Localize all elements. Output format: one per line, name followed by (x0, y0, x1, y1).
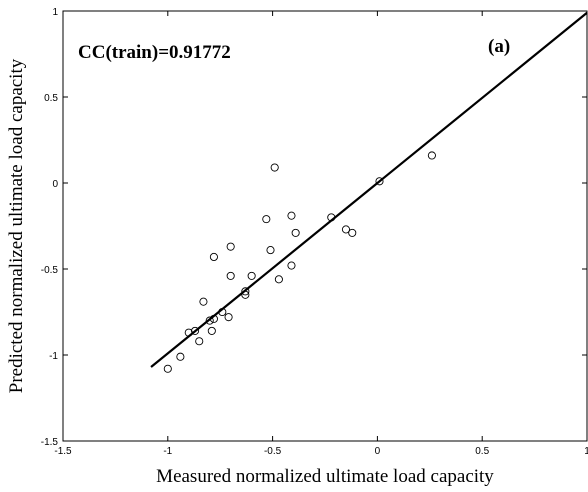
data-point (262, 215, 271, 224)
y-tick-label: 1 (52, 7, 58, 18)
data-point (287, 261, 296, 270)
y-axis-title: Predicted normalized ultimate load capac… (6, 58, 27, 393)
ticks-layer: -1.5 -1 -0.5 0 0.5 1 -1.5 -1 -0.5 0 0.5 1 (41, 7, 588, 457)
data-point (287, 211, 296, 220)
data-point (291, 228, 300, 237)
data-point (270, 163, 279, 172)
data-point (266, 246, 275, 255)
data-point (375, 177, 384, 186)
points-layer (163, 151, 436, 373)
y-tick-label: 0 (52, 179, 58, 190)
x-tick-label: 0.5 (475, 446, 489, 457)
y-tick-label: 0.5 (44, 93, 58, 104)
y-tick-label: -0.5 (41, 265, 59, 276)
data-point (274, 275, 283, 284)
correlation-annotation: CC(train)=0.91772 (78, 42, 231, 63)
data-point (218, 307, 227, 317)
x-tick-label: 0 (375, 446, 381, 457)
data-point (241, 290, 250, 299)
x-tick-label: 1 (584, 446, 588, 457)
y-tick-label: -1 (49, 351, 58, 362)
data-point (341, 225, 351, 234)
data-point (241, 287, 250, 296)
data-point (247, 271, 256, 280)
data-point (224, 313, 233, 322)
data-point (199, 297, 208, 306)
x-tick-label: -0.5 (264, 446, 282, 457)
data-point (327, 213, 336, 222)
data-point (190, 326, 200, 335)
x-tick-label: -1 (163, 446, 172, 457)
y-tick-label: -1.5 (41, 437, 59, 448)
data-point (209, 252, 218, 262)
data-point (205, 316, 214, 325)
data-point (209, 314, 218, 323)
x-axis-title: Measured normalized ultimate load capaci… (156, 466, 494, 487)
data-point (226, 271, 235, 280)
data-point (226, 242, 235, 251)
data-point (195, 337, 204, 346)
data-point (207, 326, 216, 335)
plot-area-frame (62, 10, 588, 442)
fit-line (150, 11, 588, 368)
data-point (176, 352, 185, 361)
data-point (348, 228, 357, 237)
panel-label: (a) (488, 36, 510, 57)
data-point (427, 151, 436, 160)
data-point (163, 364, 172, 373)
x-tick-label: -1.5 (54, 446, 72, 457)
data-point (184, 328, 193, 337)
